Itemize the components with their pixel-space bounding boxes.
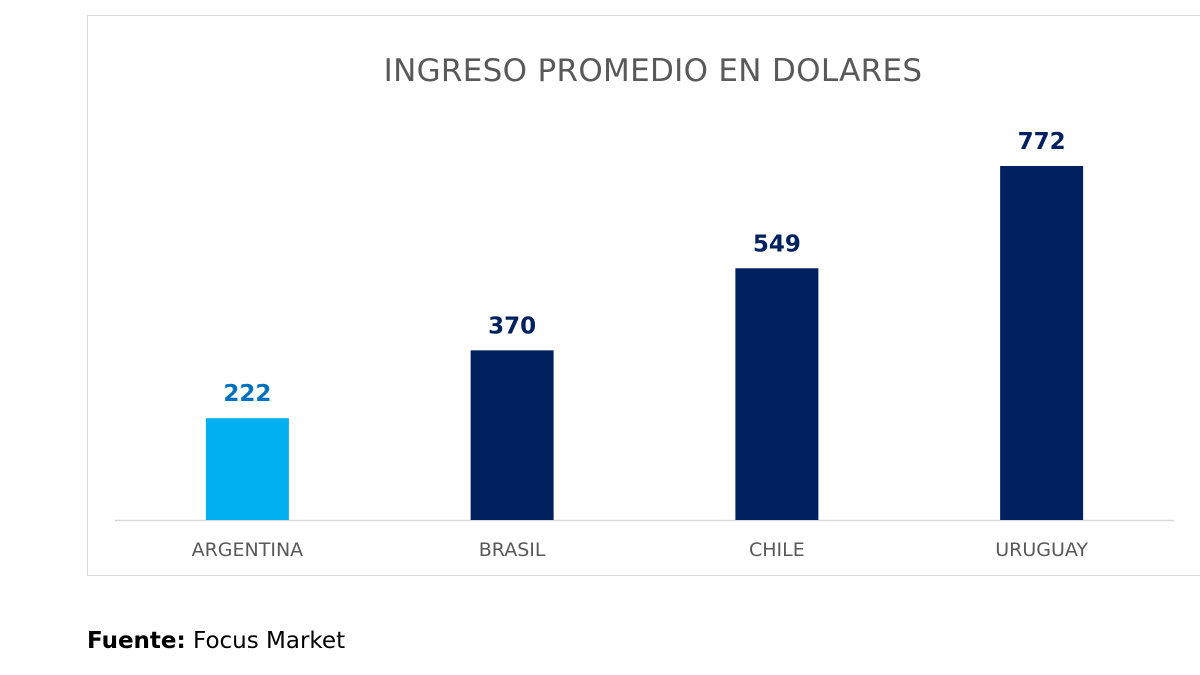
data-label-brasil: 370 bbox=[488, 313, 536, 339]
data-label-argentina: 222 bbox=[223, 381, 271, 407]
x-tick-label-chile: CHILE bbox=[749, 539, 805, 561]
source-value: Focus Market bbox=[193, 628, 346, 654]
bar-chart: 222 ARGENTINA 370 BRASIL 549 CHILE 772 URUGUAY bbox=[115, 129, 1174, 561]
data-label-chile: 549 bbox=[753, 231, 801, 257]
bar-argentina bbox=[205, 418, 289, 520]
chart-frame: INGRESO PROMEDIO EN DOLARES 222 ARGENTINA… bbox=[87, 15, 1200, 576]
x-tick-label-argentina: ARGENTINA bbox=[192, 539, 304, 561]
x-tick-label-uruguay: URUGUAY bbox=[995, 539, 1088, 561]
bar-brasil bbox=[470, 350, 554, 520]
x-tick-label-brasil: BRASIL bbox=[479, 539, 546, 561]
source-label: Fuente: bbox=[87, 628, 186, 654]
bar-chile bbox=[735, 268, 819, 520]
bar-uruguay bbox=[1000, 166, 1084, 520]
data-label-uruguay: 772 bbox=[1018, 129, 1066, 155]
chart-title: INGRESO PROMEDIO EN DOLARES bbox=[383, 53, 923, 89]
source-note: Fuente: Focus Market bbox=[87, 628, 345, 654]
